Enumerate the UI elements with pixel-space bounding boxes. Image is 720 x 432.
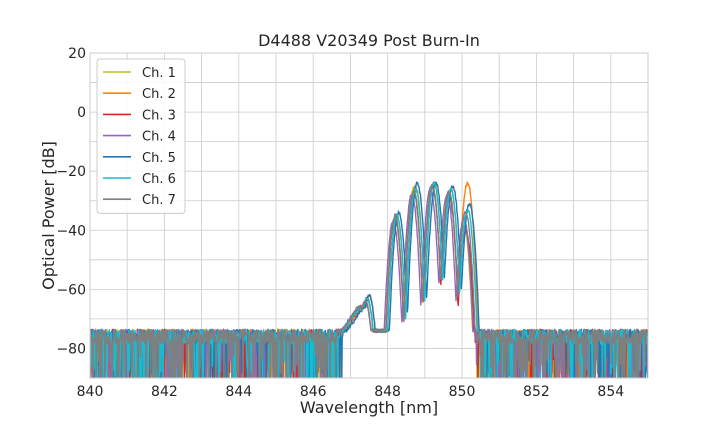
plot-area — [90, 181, 648, 378]
y-tick-label: 20 — [68, 46, 86, 62]
legend-label: Ch. 4 — [142, 130, 176, 145]
y-tick-label: −80 — [56, 341, 86, 357]
x-tick-label: 844 — [225, 384, 252, 400]
legend-label: Ch. 5 — [142, 151, 176, 166]
legend-label: Ch. 7 — [142, 193, 176, 208]
x-tick-label: 848 — [374, 384, 401, 400]
legend-label: Ch. 3 — [142, 108, 176, 123]
x-tick-labels: 840 842 844 846 848 850 852 854 — [77, 384, 625, 400]
y-tick-labels: 20 0 −20 −40 −60 −80 — [56, 46, 86, 357]
x-tick-label: 854 — [597, 384, 624, 400]
legend-box — [96, 58, 186, 214]
series-line-ch7 — [90, 183, 648, 378]
legend-label: Ch. 1 — [142, 66, 176, 81]
legend: Ch. 1 Ch. 2 Ch. 3 Ch. 4 Ch. 5 Ch. 6 Ch. 7 — [96, 58, 186, 214]
y-tick-label: 0 — [77, 105, 86, 121]
x-tick-label: 850 — [449, 384, 476, 400]
x-tick-label: 840 — [77, 384, 104, 400]
x-tick-label: 846 — [300, 384, 327, 400]
y-tick-label: −60 — [56, 282, 86, 298]
y-tick-label: −20 — [56, 164, 86, 180]
plot-frame — [89, 52, 649, 379]
x-axis-title: Wavelength [nm] — [300, 398, 438, 417]
y-axis-title: Optical Power [dB] — [39, 141, 58, 290]
x-tick-label: 842 — [151, 384, 178, 400]
chart-title: D4488 V20349 Post Burn-In — [258, 31, 480, 50]
legend-label: Ch. 6 — [142, 172, 176, 187]
x-tick-label: 852 — [523, 384, 550, 400]
legend-label: Ch. 2 — [142, 87, 176, 102]
y-tick-label: −40 — [56, 223, 86, 239]
